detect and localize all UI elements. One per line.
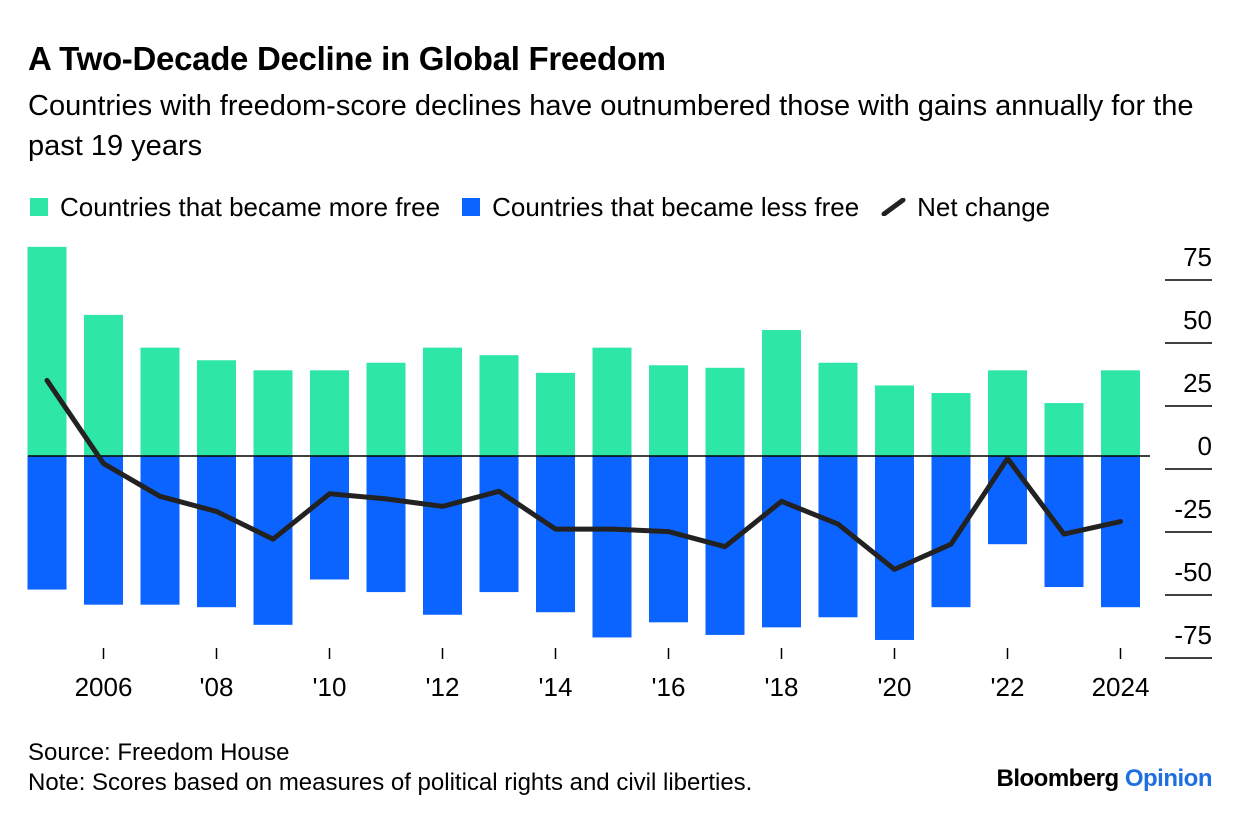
bar-less-free-2020 [875, 456, 914, 640]
bar-less-free-2018 [762, 456, 801, 628]
y-tick-label-50: 50 [1183, 305, 1212, 335]
bar-less-free-2023 [1044, 456, 1084, 588]
source-text: Source: Freedom House [28, 739, 290, 766]
bar-more-free-2023 [1044, 403, 1084, 456]
bar-less-free-2006 [84, 456, 123, 605]
x-tick-label-2022: '22 [991, 672, 1025, 702]
bar-less-free-2013 [479, 456, 519, 593]
x-tick-label-2008: '08 [200, 672, 234, 702]
brand-suffix: Opinion [1124, 765, 1213, 792]
y-tick-label-0: 0 [1198, 431, 1212, 461]
y-tick-label-25: 25 [1183, 368, 1212, 398]
chart-title: A Two-Decade Decline in Global Freedom [28, 40, 666, 77]
legend-swatch-more-free [30, 198, 48, 216]
bar-more-free-2007 [140, 347, 180, 456]
legend: Countries that became more free Countrie… [30, 190, 1072, 224]
bar-more-free-2006 [84, 314, 123, 456]
bar-more-free-2016 [649, 365, 688, 456]
y-tick-label--75: -75 [1174, 620, 1212, 650]
legend-label-less-free: Countries that became less free [492, 191, 860, 222]
bar-less-free-2015 [592, 456, 632, 638]
bar-more-free-2012 [423, 347, 462, 456]
y-axis: 75 50 25 0 -25 -50 -75 [28, 242, 1212, 659]
bar-more-free-2009 [253, 370, 293, 456]
net-change-line [44, 377, 1123, 572]
bar-more-free-2005 [27, 246, 67, 456]
legend-swatch-less-free [462, 198, 481, 216]
x-axis: 2006 '08 '10 '12 '14 '16 '18 '20 '22 2024 [75, 648, 1150, 702]
less-free-bars [27, 456, 1140, 640]
source-block: Source: Freedom House Note: Scores based… [28, 738, 752, 798]
bar-more-free-2017 [705, 367, 745, 456]
bar-more-free-2021 [931, 393, 971, 456]
bar-more-free-2015 [592, 347, 632, 456]
bar-less-free-2021 [931, 456, 971, 608]
x-tick-label-2024: 2024 [1092, 672, 1150, 702]
x-tick-label-2010: '10 [313, 672, 347, 702]
x-tick-label-2020: '20 [878, 672, 912, 702]
x-tick-label-2006: 2006 [75, 672, 133, 702]
bar-less-free-2012 [423, 456, 462, 615]
bar-less-free-2014 [536, 456, 575, 613]
x-tick-label-2012: '12 [426, 672, 460, 702]
bar-more-free-2010 [310, 370, 349, 456]
legend-item-net: Net change [881, 192, 1050, 223]
bar-more-free-2008 [197, 360, 236, 456]
bar-less-free-2024 [1101, 456, 1140, 608]
legend-swatch-net-icon [881, 198, 906, 216]
note-text: Note: Scores based on measures of politi… [28, 769, 753, 796]
bar-less-free-2022 [988, 456, 1027, 545]
y-tick-label-75: 75 [1183, 242, 1212, 272]
bar-more-free-2024 [1101, 370, 1140, 456]
bar-more-free-2020 [875, 385, 914, 456]
chart-svg: 75 50 25 0 -25 -50 -75 2006 '08 '10 '12 '14 '16 '18 '… [27, 242, 1212, 702]
x-tick-label-2014: '14 [539, 672, 573, 702]
bar-less-free-2011 [366, 456, 406, 593]
bar-more-free-2019 [818, 362, 858, 456]
bar-more-free-2013 [479, 355, 519, 456]
bar-less-free-2005 [27, 456, 67, 590]
brand-logo: Bloomberg Opinion [997, 765, 1213, 793]
chart-subtitle: Countries with freedom-score declines ha… [28, 90, 1194, 162]
brand-name: Bloomberg [996, 765, 1120, 792]
bar-less-free-2007 [140, 456, 180, 605]
bar-more-free-2022 [988, 370, 1027, 456]
bar-more-free-2018 [762, 330, 801, 456]
bar-less-free-2016 [649, 456, 688, 623]
legend-item-more-free: Countries that became more free [30, 192, 440, 223]
legend-item-less-free: Countries that became less free [462, 192, 859, 223]
y-tick-label--25: -25 [1174, 494, 1212, 524]
bar-less-free-2008 [197, 456, 236, 608]
net-change-line-group [44, 377, 1123, 572]
bar-less-free-2010 [310, 456, 349, 580]
bar-more-free-2011 [366, 362, 406, 456]
legend-label-more-free: Countries that became more free [60, 191, 441, 222]
x-tick-label-2016: '16 [652, 672, 686, 702]
bar-more-free-2014 [536, 372, 575, 456]
more-free-bars [27, 246, 1140, 456]
legend-label-net: Net change [917, 191, 1051, 222]
y-tick-label--50: -50 [1174, 557, 1212, 587]
x-tick-label-2018: '18 [765, 672, 799, 702]
